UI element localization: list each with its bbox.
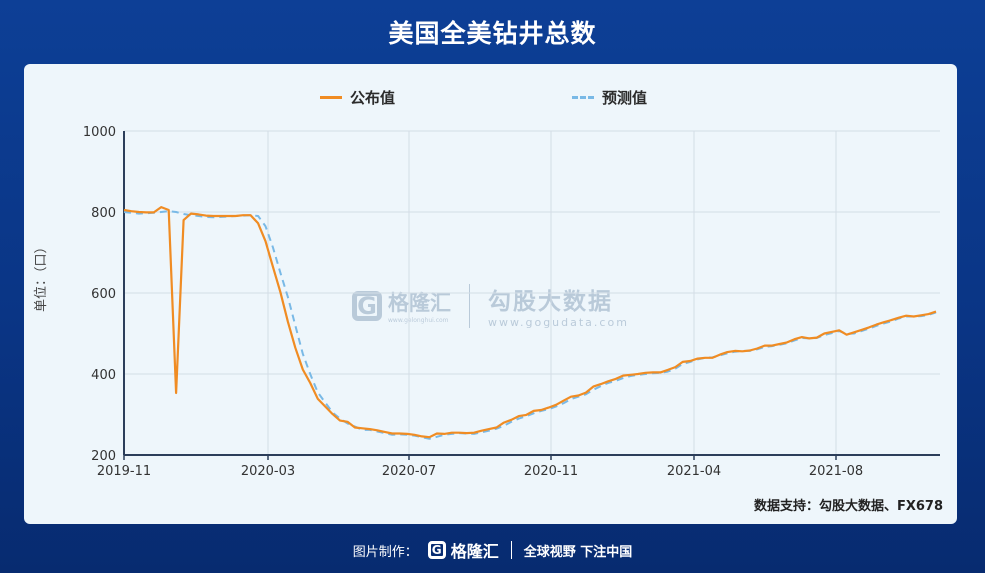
chart-legend: 公布值 预测值 (24, 87, 957, 109)
x-tick-label: 2020-07 (382, 464, 436, 479)
source-note: 数据支持：勾股大数据、FX678 (753, 499, 943, 514)
legend-item-forecast[interactable]: 预测值 (572, 87, 647, 108)
legend-label-forecast: 预测值 (602, 89, 648, 107)
x-tick-label: 2021-04 (667, 464, 721, 479)
line-chart: 200 400 600 800 1000 2019-11 2020-03 2020-07 202… (83, 125, 940, 479)
footer-logo-icon: G (427, 541, 446, 559)
series-line-forecast (123, 210, 937, 440)
watermark-divider (469, 283, 470, 328)
footer-brand: 格隆汇 (450, 542, 499, 561)
y-tick-label: 400 (91, 368, 116, 383)
x-tick-label: 2019-11 (97, 464, 151, 479)
legend-label-published: 公布值 (350, 89, 396, 107)
watermark-brand-url: www.gelonghui.com (388, 317, 449, 324)
y-tick-label: 1000 (83, 125, 116, 140)
y-tick-label: 200 (91, 449, 116, 464)
y-tick-label: 800 (91, 206, 116, 221)
watermark-partner-url: www.gogudata.com (488, 316, 629, 329)
chart-card: 公布值 预测值 单位：（口） G 格隆汇 www.gelonghui.com 勾… (24, 64, 957, 524)
y-tick-label: 600 (91, 287, 116, 302)
x-tick-label: 2020-11 (524, 464, 578, 479)
footer-divider (510, 541, 512, 559)
legend-item-published[interactable]: 公布值 (320, 87, 395, 108)
page-title: 美国全美钻井总数 (388, 19, 597, 48)
footer-made-by: 图片制作： (352, 544, 418, 560)
legend-dashed-line-icon (572, 96, 594, 99)
x-tick-label: 2020-03 (241, 464, 295, 479)
footer-slogan: 全球视野 下注中国 (523, 544, 633, 560)
x-tick-label: 2021-08 (809, 464, 863, 479)
footer: 图片制作： G 格隆汇 全球视野 下注中国 (0, 536, 985, 564)
watermark-brand: 格隆汇 (388, 291, 451, 315)
legend-solid-line-icon (320, 96, 342, 99)
series-line-published (123, 206, 937, 439)
